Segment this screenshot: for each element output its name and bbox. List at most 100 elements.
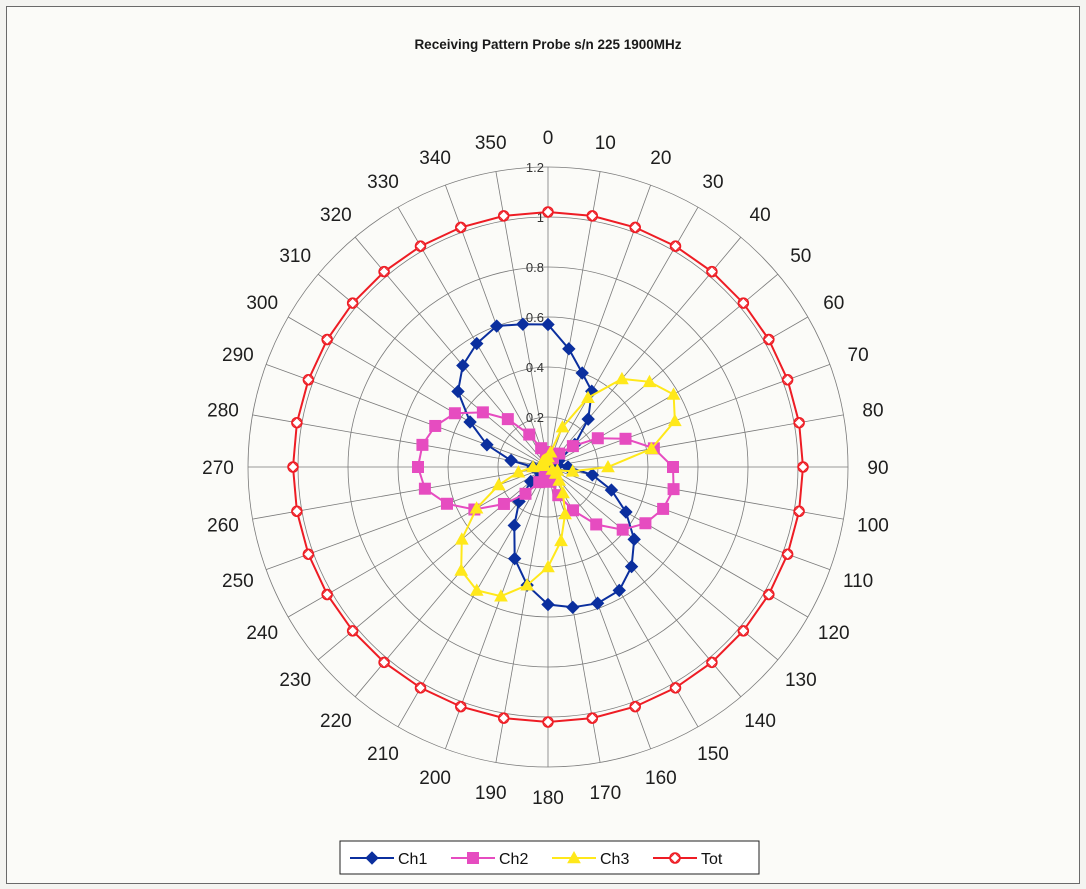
point-tot-60-inner	[763, 333, 775, 346]
point-tot-140	[706, 656, 718, 669]
point-tot-290	[302, 374, 315, 386]
legend-swatch-marker	[669, 852, 681, 864]
angle-label-60: 60	[823, 293, 844, 314]
point-tot-350	[497, 210, 510, 222]
point-ch2-330	[523, 428, 536, 441]
point-tot-310	[346, 297, 359, 309]
angle-label-320: 320	[320, 205, 352, 226]
point-tot-70-inner	[781, 374, 794, 386]
point-tot-20	[629, 221, 641, 234]
point-ch2-300	[448, 407, 461, 420]
point-tot-240	[321, 588, 333, 601]
series-ch3	[454, 371, 682, 602]
point-ch2-110	[657, 502, 670, 515]
legend-item-ch1: Ch1	[350, 851, 427, 868]
point-tot-180	[542, 716, 554, 728]
angle-label-170: 170	[589, 783, 621, 804]
radial-label-2: 0.4	[526, 360, 544, 375]
point-ch2-140	[590, 518, 603, 531]
point-tot-190-inner	[498, 712, 510, 724]
angle-label-200: 200	[419, 768, 451, 789]
point-ch3-70	[668, 413, 682, 427]
angle-label-300: 300	[246, 293, 278, 314]
point-tot-230-inner	[346, 625, 359, 637]
point-tot-320-inner	[378, 265, 390, 278]
point-tot-50	[737, 297, 750, 309]
point-ch1-300	[463, 415, 477, 429]
point-tot-90-inner	[797, 461, 809, 473]
point-ch2-230	[497, 497, 510, 510]
point-ch2-100	[667, 483, 680, 496]
point-tot-200-inner	[455, 700, 467, 713]
point-tot-280-inner	[291, 417, 303, 429]
point-ch1-110	[604, 483, 619, 497]
angle-label-110: 110	[843, 571, 873, 592]
angle-label-130: 130	[785, 670, 817, 691]
point-ch2-270	[412, 461, 424, 473]
point-tot-310-inner	[346, 297, 359, 309]
point-ch3-210	[469, 583, 484, 596]
point-ch1-340	[489, 319, 504, 333]
point-tot-110	[781, 548, 794, 560]
angle-label-220: 220	[320, 711, 352, 732]
point-tot-240-inner	[321, 588, 333, 601]
point-tot-0-inner	[542, 206, 554, 218]
point-tot-260	[291, 505, 303, 518]
point-ch3-20	[555, 420, 570, 433]
point-ch2-210	[533, 476, 546, 489]
point-tot-350-inner	[498, 210, 510, 222]
point-tot-290-inner	[302, 374, 315, 386]
point-tot-270	[287, 461, 299, 473]
point-ch1-0	[541, 317, 555, 332]
point-tot-180-inner	[542, 716, 554, 728]
point-ch3-40	[615, 371, 629, 385]
point-ch1-350	[516, 317, 530, 331]
point-tot-160-inner	[629, 700, 641, 713]
point-tot-230	[346, 625, 359, 637]
point-ch2-90	[667, 461, 679, 473]
legend-swatch-marker	[365, 851, 379, 865]
series-ch2	[412, 406, 680, 536]
point-ch3-50	[642, 374, 657, 388]
point-ch3-350	[539, 452, 554, 465]
point-tot-50-inner	[737, 297, 750, 309]
point-tot-160	[629, 700, 641, 713]
angle-label-260: 260	[207, 515, 239, 536]
point-ch2-70	[619, 432, 632, 445]
point-ch2-50	[566, 440, 579, 453]
point-tot-340-inner	[455, 221, 467, 234]
point-ch2-320	[501, 413, 514, 426]
point-ch3-80	[644, 441, 659, 455]
point-ch1-290	[480, 438, 494, 452]
angle-labels: 0 10 20 30 40 50 60 70 80 90 100 110 120 130 140 150 160…	[202, 128, 889, 809]
angle-label-350: 350	[475, 133, 507, 154]
point-ch1-310	[451, 384, 465, 399]
point-tot-220	[378, 656, 390, 669]
point-tot-300-inner	[321, 333, 333, 346]
legend-item-tot: Tot	[653, 851, 723, 868]
legend-label: Ch3	[600, 851, 629, 868]
point-tot-220-inner	[378, 656, 390, 669]
point-tot-30	[669, 240, 682, 252]
legend-label: Ch2	[499, 851, 528, 868]
legend-item-ch2: Ch2	[451, 851, 528, 868]
point-ch3-100	[565, 464, 580, 477]
point-ch2-260	[418, 482, 431, 495]
point-tot-60	[763, 333, 775, 346]
point-tot-30-inner	[669, 240, 682, 252]
point-ch2-290	[429, 419, 442, 432]
point-ch1-320	[456, 358, 470, 373]
point-ch2-220	[519, 487, 532, 500]
point-tot-300	[321, 333, 333, 346]
point-ch1-10	[562, 342, 576, 356]
point-tot-260-inner	[291, 505, 303, 517]
point-ch3-60	[666, 387, 681, 400]
angle-label-120: 120	[818, 623, 850, 644]
polar-chart: Receiving Pattern Probe s/n 225 1900MHz …	[202, 37, 889, 875]
point-tot-90	[797, 461, 809, 473]
point-ch3-250	[491, 477, 506, 491]
angle-label-280: 280	[207, 401, 239, 422]
point-tot-80	[793, 416, 805, 429]
angle-label-310: 310	[279, 246, 311, 267]
angle-label-250: 250	[222, 571, 254, 592]
